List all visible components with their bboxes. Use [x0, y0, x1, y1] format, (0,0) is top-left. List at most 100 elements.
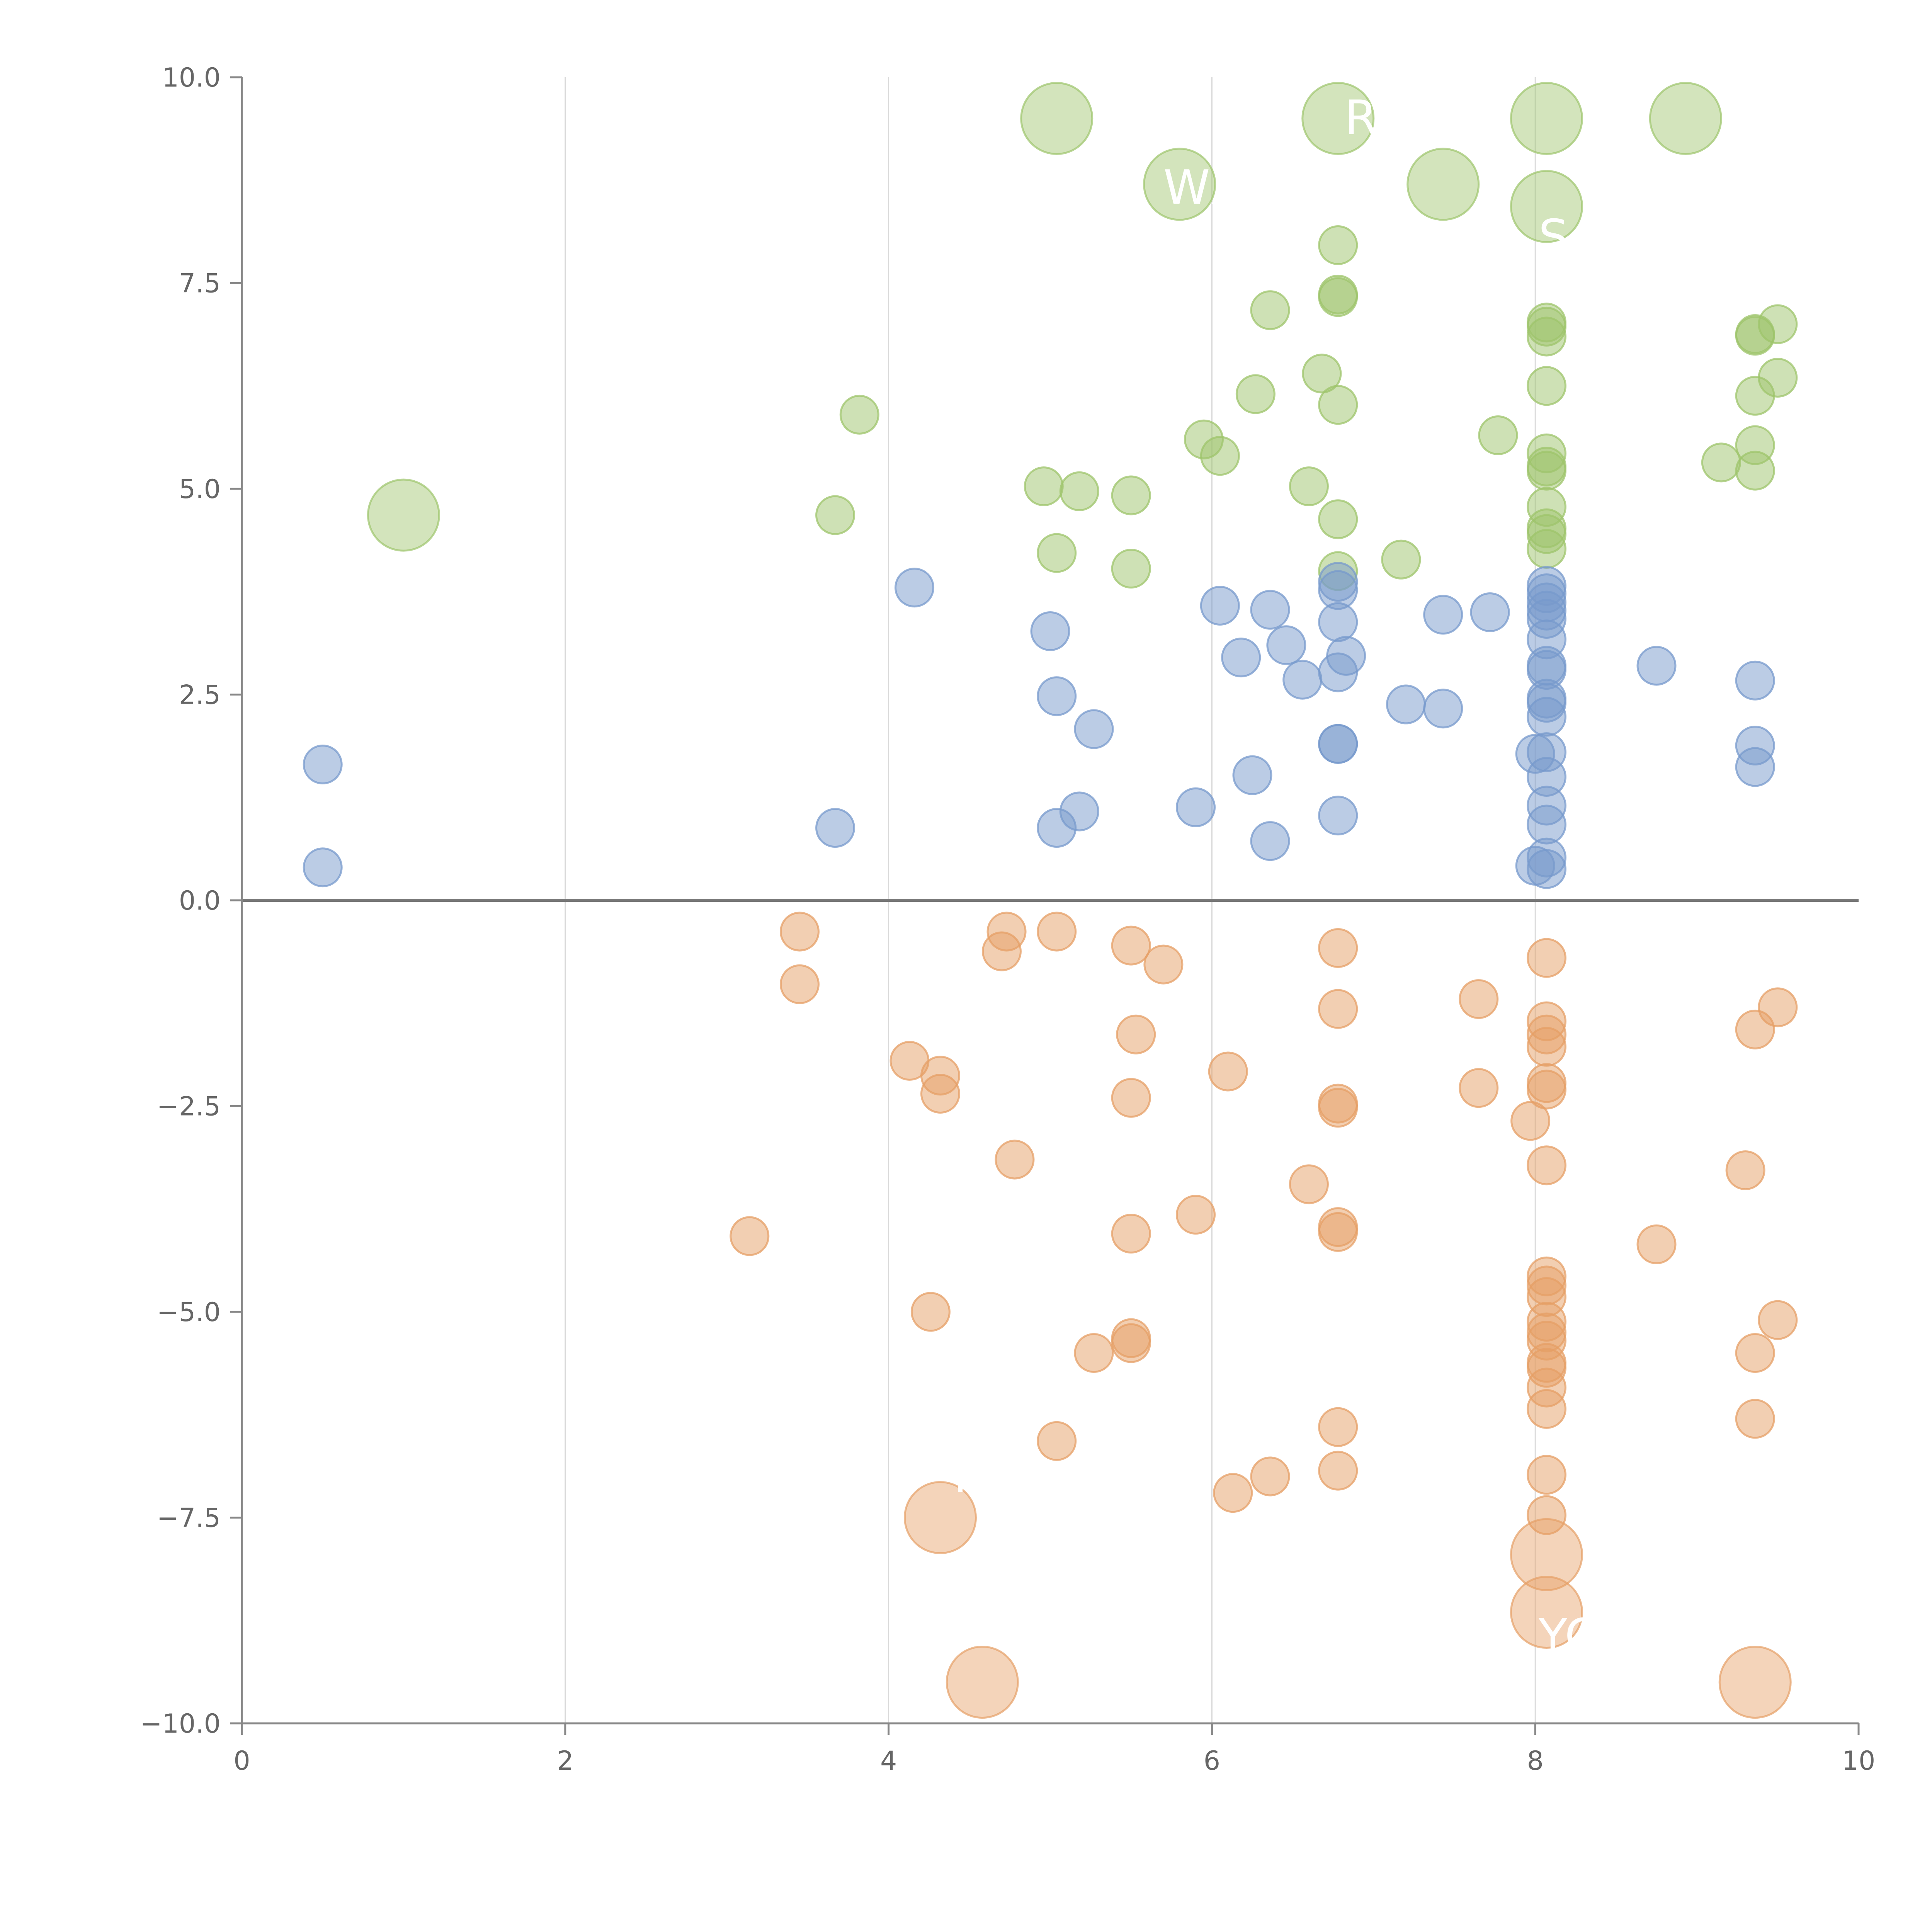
bubble-orange: [1318, 1212, 1358, 1252]
bubble-orange: [910, 1292, 951, 1332]
large-bubble-green: [1143, 148, 1216, 221]
large-bubble-green: [367, 478, 440, 552]
bubble-blue: [1386, 684, 1426, 724]
bubble-blue: [303, 745, 343, 785]
bubble-orange: [1250, 1456, 1290, 1497]
bubble-annotation: WX: [1163, 160, 1242, 215]
bubble-orange: [1526, 1070, 1566, 1110]
bubble-green: [1735, 451, 1775, 491]
bubble-green: [1758, 304, 1798, 344]
bubble-green: [1758, 357, 1798, 398]
bubble-orange: [1318, 1407, 1358, 1447]
bubble-blue: [1735, 660, 1775, 701]
y-tick-label: −2.5: [157, 1092, 221, 1122]
bubble-orange: [1318, 1451, 1358, 1491]
bubble-orange: [1143, 944, 1184, 985]
y-tick-label: 5.0: [179, 474, 221, 505]
bubble-orange: [1111, 1214, 1151, 1254]
bubble-orange: [1176, 1195, 1216, 1235]
bubble-blue: [815, 808, 855, 848]
bubble-orange: [1459, 1068, 1499, 1108]
bubble-green: [1037, 533, 1077, 573]
bubble-orange: [995, 1139, 1035, 1180]
bubble-orange: [1758, 987, 1798, 1027]
bubbles: [303, 82, 1798, 1719]
bubble-blue: [1059, 791, 1099, 832]
bubble-orange: [1735, 1333, 1775, 1373]
bubble-orange: [730, 1216, 770, 1256]
bubble-blue: [1037, 676, 1077, 716]
bubble-green: [1111, 475, 1151, 515]
bubble-orange: [1526, 1145, 1566, 1185]
bubble-blue: [1030, 611, 1070, 651]
bubble-blue: [1318, 796, 1358, 836]
large-bubble-orange: [1510, 1518, 1583, 1591]
bubble-green: [1302, 354, 1342, 394]
x-tick-label: 6: [1204, 1746, 1220, 1776]
bubble-green: [1318, 499, 1358, 539]
bubble-blue: [1318, 602, 1358, 642]
bubble-orange: [1510, 1101, 1551, 1141]
bubble-orange: [1208, 1051, 1248, 1092]
bubble-orange: [1526, 1495, 1566, 1535]
axes: 0 2 4 6 8 10 10.0 7.5 5.0 2.5 0.0 −2.5 −5.0 −7.5 −10.0: [140, 63, 1876, 1776]
y-tick-label: 2.5: [179, 680, 221, 711]
bubble-orange: [1318, 928, 1358, 968]
large-bubble-orange: [946, 1646, 1019, 1719]
x-tick-label: 2: [557, 1746, 573, 1776]
bubble-orange: [1526, 938, 1566, 978]
bubble-annotation: L: [436, 477, 462, 532]
bubble-blue: [1266, 625, 1306, 665]
bubble-orange: [1318, 1088, 1358, 1128]
bubble-green: [1318, 385, 1358, 425]
bubble-blue: [1423, 689, 1463, 729]
large-bubble-green: [1020, 82, 1094, 155]
bubble-orange: [1213, 1473, 1253, 1513]
bubble-blue: [1250, 590, 1290, 630]
bubble-orange: [1526, 1389, 1566, 1429]
bubble-annotation: RC: [1344, 90, 1408, 145]
bubble-green: [1289, 466, 1329, 507]
bubble-green: [1250, 290, 1290, 330]
bubble-green: [1200, 436, 1240, 476]
y-tick-label: 10.0: [162, 63, 221, 93]
large-bubble-orange: [1718, 1646, 1792, 1719]
bubble-blue: [1074, 709, 1114, 749]
bubble-orange: [1758, 1300, 1798, 1340]
bubble-blue: [1636, 646, 1677, 686]
bubble-green: [1024, 466, 1064, 507]
bubble-annotations: L WX RC S H YC: [436, 90, 1598, 1664]
bubble-green: [1111, 549, 1151, 589]
bubble-green: [815, 495, 855, 535]
bubble-orange: [1074, 1333, 1114, 1373]
y-tick-label: 7.5: [179, 269, 221, 299]
large-bubble-green: [1301, 82, 1375, 155]
x-tick-label: 10: [1842, 1746, 1876, 1776]
y-tick-label: −5.0: [157, 1297, 221, 1328]
bubble-blue: [1221, 638, 1261, 678]
bubble-orange: [1636, 1224, 1677, 1264]
bubble-blue: [1232, 755, 1272, 795]
x-tick-label: 0: [233, 1746, 250, 1776]
bubble-blue: [1250, 821, 1290, 861]
bubble-green: [1318, 225, 1358, 265]
bubble-green: [1701, 442, 1741, 483]
bubble-blue: [1176, 787, 1216, 827]
bubble-blue: [1200, 585, 1240, 626]
large-bubble-green: [1649, 82, 1722, 155]
bubble-green: [1526, 451, 1566, 491]
bubble-blue: [1526, 697, 1566, 737]
bubble-orange: [920, 1074, 960, 1114]
bubble-orange: [1735, 1399, 1775, 1439]
bubble-green: [1318, 274, 1358, 315]
bubble-annotation: H: [953, 1448, 989, 1503]
bubble-blue: [1423, 595, 1463, 635]
bubble-annotation: YC: [1538, 1609, 1598, 1663]
bubble-green: [1526, 529, 1566, 569]
bubble-orange: [1526, 1455, 1566, 1495]
large-bubble-green: [1406, 148, 1480, 221]
bubble-green: [1478, 415, 1518, 456]
bubble-annotation: S: [1539, 209, 1568, 264]
bubble-orange: [1459, 979, 1499, 1019]
